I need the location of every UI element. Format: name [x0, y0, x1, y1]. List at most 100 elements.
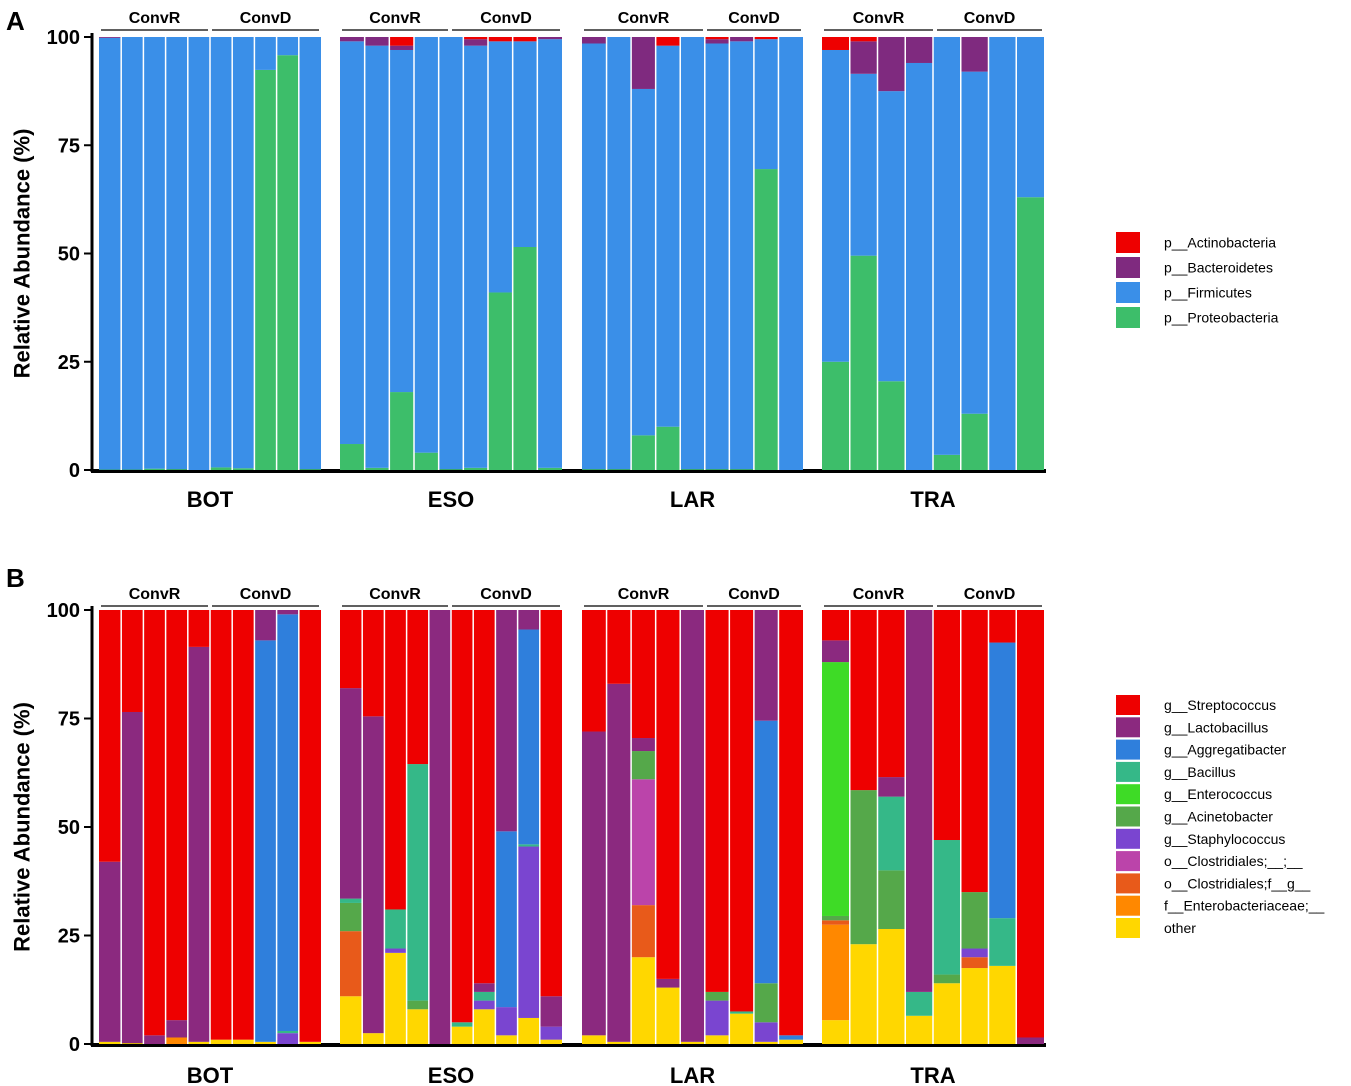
- bar-segment-other: [778, 1039, 803, 1044]
- bar-segment-other: [539, 1039, 562, 1044]
- sample-bar: [537, 37, 562, 470]
- bar-segment-g-staphylococcus: [539, 1026, 562, 1040]
- sample-bar: [877, 610, 906, 1044]
- bar-segment-other: [960, 968, 989, 1044]
- legend-item: g__Lactobacillus: [1116, 717, 1268, 738]
- group-label: ConvD: [480, 586, 532, 603]
- bar-segment-g-lactobacillus: [187, 646, 210, 1042]
- bar-segment-g-streptococcus: [822, 610, 850, 641]
- bar-segment-g-aggregatibacter: [254, 640, 277, 1042]
- legend-swatch: [1116, 257, 1140, 278]
- bar-segment-g-lactobacillus: [362, 716, 385, 1034]
- bar-segment-p-firmicutes: [512, 41, 538, 248]
- legend-swatch: [1116, 739, 1140, 760]
- bar-segment-p-bacteroidetes: [877, 37, 906, 92]
- bar-segment-other: [704, 1035, 730, 1044]
- bar-segment-g-streptococcus: [298, 610, 321, 1042]
- legend-swatch: [1116, 806, 1140, 827]
- bar-segment-g-lactobacillus: [428, 610, 451, 1044]
- bar-segment-p-firmicutes: [988, 37, 1017, 470]
- bar-segment-p-firmicutes: [655, 45, 681, 427]
- bar-segment-p-bacteroidetes: [631, 37, 656, 89]
- bar-segment-g-streptococcus: [778, 610, 803, 1036]
- legend-swatch: [1116, 761, 1140, 782]
- bar-segment-g-lactobacillus: [655, 978, 681, 988]
- bar-segment-p-firmicutes: [488, 41, 513, 293]
- bar-segment-p-proteobacteria: [1016, 197, 1044, 470]
- sample-bar: [99, 37, 122, 470]
- bar-segment-p-firmicutes: [778, 37, 803, 470]
- bar-segment-other: [99, 1041, 122, 1044]
- bar-segment-p-actinobacteria: [655, 37, 681, 46]
- group-label: ConvD: [728, 10, 780, 27]
- bar-segment-g-lactobacillus: [495, 610, 518, 832]
- legend-item: g__Staphylococcus: [1116, 828, 1285, 849]
- legend-swatch: [1116, 232, 1140, 253]
- y-axis-label: Relative Abundance (%): [10, 702, 35, 952]
- bar-segment-p-firmicutes: [960, 71, 989, 414]
- bar-segment-g-bacillus: [877, 796, 906, 871]
- bar-segment-p-bacteroidetes: [340, 37, 365, 42]
- bar-segment-p-bacteroidetes: [729, 37, 754, 42]
- bar-segment-p-firmicutes: [232, 37, 255, 469]
- legend-label: g__Enterococcus: [1164, 786, 1272, 802]
- bar-segment-p-actinobacteria: [389, 37, 414, 46]
- bar-segment-p-proteobacteria: [276, 55, 299, 470]
- legend-label: g__Bacillus: [1164, 764, 1236, 780]
- site-label: ESO: [428, 1063, 474, 1086]
- bar-segment-p-proteobacteria: [582, 469, 607, 470]
- group-label: ConvR: [618, 10, 670, 27]
- bar-segment-p-firmicutes: [121, 37, 144, 470]
- sample-bar: [414, 37, 439, 470]
- bar-segment-g-bacillus: [729, 1011, 754, 1014]
- bar-segment-p-proteobacteria: [340, 444, 365, 470]
- bar-segment-p-proteobacteria: [438, 469, 464, 470]
- bar-segment-p-firmicutes: [537, 39, 562, 468]
- bar-segment-g-streptococcus: [340, 610, 363, 689]
- bar-segment-g-lactobacillus: [254, 610, 277, 641]
- legend-label: p__Proteobacteria: [1164, 310, 1279, 326]
- bar-segment-p-actinobacteria: [822, 37, 850, 50]
- bar-segment-g-staphylococcus: [704, 1000, 730, 1036]
- bar-segment-p-bacteroidetes: [463, 39, 488, 46]
- sample-bar: [988, 37, 1017, 470]
- legend-swatch: [1116, 828, 1140, 849]
- bar-segment-g-lactobacillus: [753, 610, 779, 721]
- sample-bar: [121, 610, 144, 1044]
- bar-segment-g-streptococcus: [232, 610, 255, 1040]
- group-label: ConvR: [369, 10, 421, 27]
- bar-segment-p-firmicutes: [276, 37, 299, 56]
- bar-segment-p-bacteroidetes: [537, 37, 562, 40]
- bar-segment-o-clostridiales-: [631, 779, 656, 906]
- group-label: ConvR: [129, 586, 181, 603]
- bar-segment-other: [877, 928, 906, 1044]
- bar-segment-p-proteobacteria: [232, 468, 255, 470]
- y-axis-label: Relative Abundance (%): [10, 129, 35, 379]
- bar-segment-p-firmicutes: [298, 37, 321, 470]
- sample-bar: [704, 37, 730, 470]
- legend-item: p__Proteobacteria: [1116, 307, 1279, 328]
- sample-bar: [210, 610, 233, 1044]
- bar-segment-g-acinetobacter: [406, 1000, 429, 1010]
- legend-label: o__Clostridiales;__;__: [1164, 853, 1303, 869]
- bar-segment-other: [340, 996, 363, 1044]
- bar-segment-p-firmicutes: [143, 37, 166, 469]
- bar-segment-g-streptococcus: [362, 610, 385, 717]
- bar-segment-o-clostridiales-f-g-: [340, 931, 363, 997]
- sample-bar: [753, 610, 779, 1044]
- bar-segment-g-bacillus: [905, 991, 933, 1016]
- bar-segment-other: [517, 1017, 540, 1044]
- facet-bot: ConvR ConvD BOT: [99, 586, 321, 1086]
- bar-segment-g-streptococcus: [729, 610, 754, 1012]
- bar-segment-p-proteobacteria: [488, 292, 513, 470]
- legend-item: g__Acinetobacter: [1116, 806, 1273, 827]
- bar-segment-g-streptococcus: [582, 610, 607, 732]
- group-label: ConvD: [480, 10, 532, 27]
- group-label: ConvD: [964, 10, 1016, 27]
- bar-segment-g-streptococcus: [988, 610, 1017, 643]
- bar-segment-p-proteobacteria: [165, 469, 188, 470]
- sample-bar: [539, 610, 562, 1044]
- bar-segment-g-streptococcus: [143, 610, 166, 1036]
- bar-segment-g-lactobacillus: [99, 861, 122, 1042]
- bar-segment-p-proteobacteria: [753, 169, 779, 470]
